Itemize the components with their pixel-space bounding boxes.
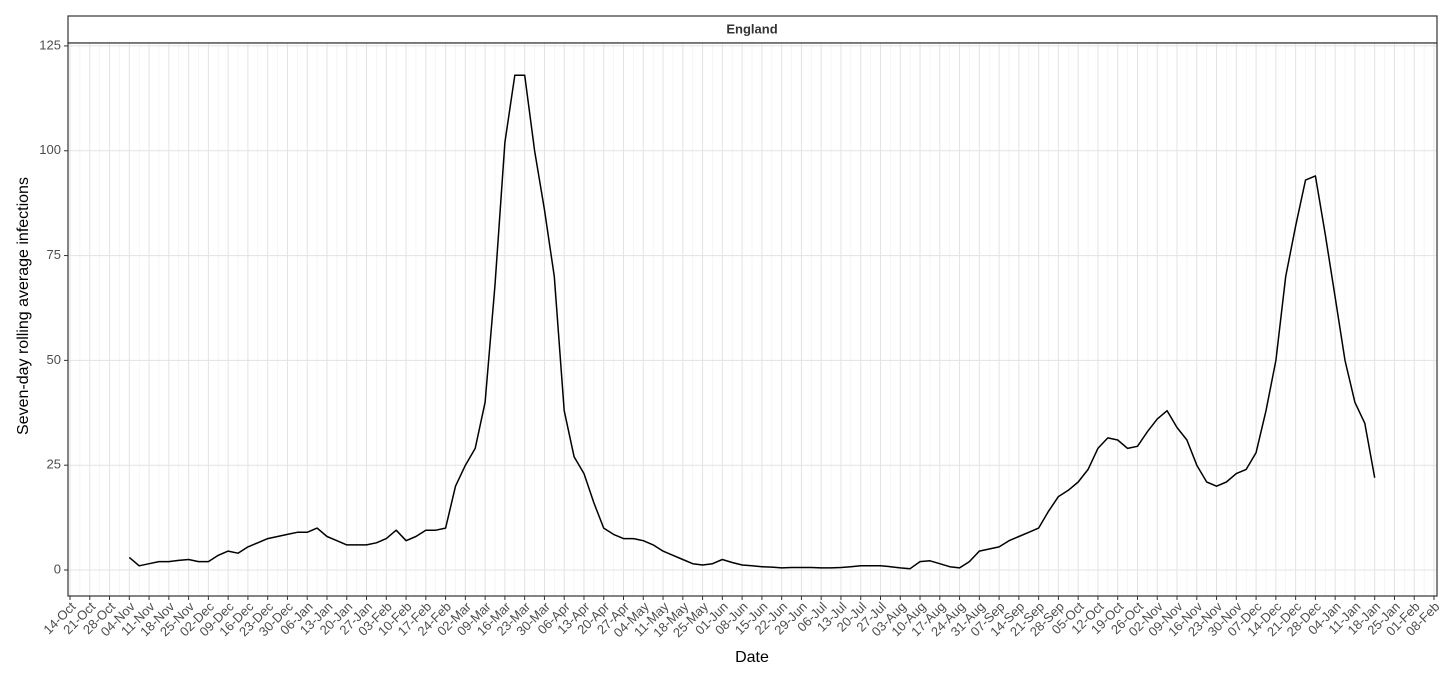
x-axis-title: Date (735, 649, 769, 666)
line (128, 74, 1376, 570)
y-tick-label: 50 (47, 352, 61, 367)
y-tick-label: 125 (39, 37, 61, 52)
panel-border (67, 42, 1438, 597)
plot-background (68, 43, 1437, 596)
y-tick-label: 0 (54, 561, 61, 576)
y-tick-label: 75 (47, 247, 61, 262)
y-tick-label: 25 (47, 457, 61, 472)
strip (67, 15, 1438, 44)
chart-title: England (726, 21, 777, 36)
y-tick-label: 100 (39, 142, 61, 157)
y-axis-title: Seven-day rolling average infections (15, 177, 32, 435)
